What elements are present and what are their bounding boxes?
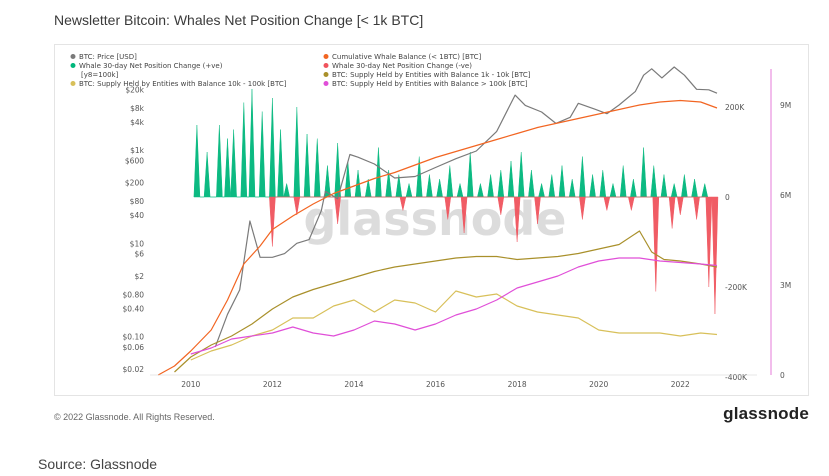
left-axis-tick: $0.02 (123, 365, 145, 374)
left-axis-tick: $0.06 (123, 343, 145, 352)
x-axis-tick: 2020 (589, 380, 608, 389)
left-axis-tick: $4k (130, 118, 145, 127)
mid-axis-tick: -200K (725, 283, 748, 292)
left-axis-tick: $8k (130, 104, 145, 113)
legend-marker (323, 54, 329, 59)
series-line (157, 99, 718, 376)
chart-frame: glassnode $0.02 $0.06 $0.10 $0.40 $0.80 $2 $6 $… (54, 44, 809, 396)
right-axis-tick: 0 (780, 371, 785, 380)
legend-label: Cumulative Whale Balance (< 1BTC) [BTC] (332, 53, 482, 61)
legend-label: Whale 30-day Net Position Change (+ve) (79, 62, 223, 70)
legend-note: [y8=100k] (81, 71, 119, 79)
glassnode-logo[interactable]: glassnode (723, 404, 809, 423)
copyright-text: © 2022 Glassnode. All Rights Reserved. (54, 412, 215, 422)
legend-label: Whale 30-day Net Position Change (-ve) (332, 62, 472, 70)
series-line (190, 257, 718, 355)
legend-marker (323, 81, 329, 86)
mid-axis-tick: -400K (725, 373, 748, 382)
left-axis-tick: $2 (134, 272, 144, 281)
left-axis-tick: $0.80 (123, 290, 145, 299)
left-axis-tick: $0.10 (123, 333, 145, 342)
mid-axis-tick: 200K (725, 103, 745, 112)
left-axis-tick: $6 (134, 250, 144, 259)
right-axis-tick: 9M (780, 101, 791, 110)
legend-marker (323, 63, 329, 68)
chart-svg: glassnode $0.02 $0.06$0.10 $0.40 $0.80 $2 $6 $… (70, 53, 791, 389)
chart-title: Newsletter Bitcoin: Whales Net Position … (54, 12, 424, 28)
legend-marker (70, 54, 76, 59)
series-line (190, 290, 718, 361)
left-axis-tick: $20k (125, 85, 144, 94)
x-axis-tick: 2012 (263, 380, 282, 389)
left-axis-tick: $600 (125, 156, 144, 165)
x-axis-tick: 2022 (671, 380, 690, 389)
left-axis-tick: $80 (130, 197, 145, 206)
net-change-area (193, 88, 709, 198)
series-line (174, 230, 718, 373)
x-axis-tick: 2016 (426, 380, 445, 389)
watermark-text: glassnode (304, 192, 567, 246)
mid-axis-tick: 0 (725, 193, 730, 202)
right-axis-tick: 3M (780, 281, 791, 290)
legend-marker (70, 63, 76, 68)
legend-label: BTC: Supply Held by Entities with Balanc… (332, 71, 531, 79)
legend-marker (70, 81, 76, 86)
x-axis-tick: 2010 (181, 380, 200, 389)
series-line (214, 66, 718, 348)
source-caption: Source: Glassnode (38, 456, 158, 472)
legend-label: BTC: Supply Held by Entities with Balanc… (79, 80, 287, 88)
left-axis-tick: $1k (130, 146, 145, 155)
left-axis-tick: $40 (130, 211, 145, 220)
left-axis-tick: $200 (125, 179, 144, 188)
left-axis-tick: $0.40 (123, 304, 145, 313)
left-axis-tick: $10 (130, 239, 145, 248)
legend-label: BTC: Price [USD] (79, 53, 137, 61)
net-change-area (269, 196, 719, 315)
legend-marker (323, 72, 329, 77)
legend-label: BTC: Supply Held by Entities with Balanc… (332, 80, 528, 88)
x-axis-tick: 2018 (508, 380, 527, 389)
right-axis-tick: 6M (780, 191, 791, 200)
x-axis-tick: 2014 (344, 380, 363, 389)
